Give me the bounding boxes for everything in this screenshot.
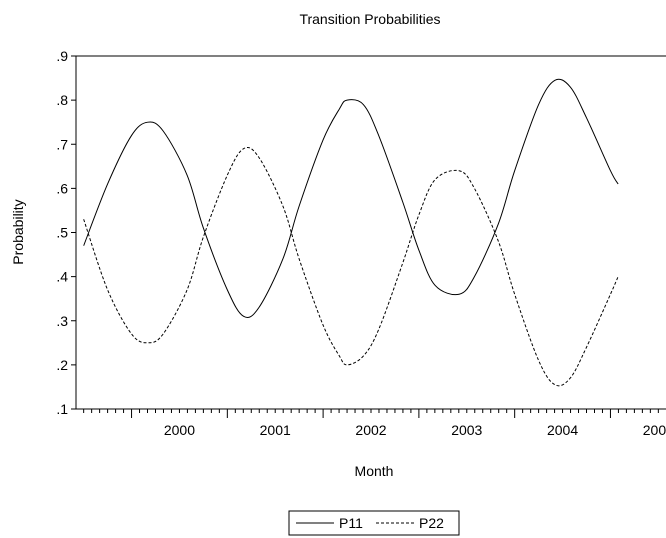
- chart-title: Transition Probabilities: [299, 11, 440, 27]
- y-tick-label: .3: [56, 313, 68, 329]
- legend-label-p22: P22: [419, 515, 444, 531]
- y-tick-label: .6: [56, 180, 68, 196]
- x-tick-label: 2004: [547, 422, 578, 438]
- y-tick-label: .1: [56, 401, 68, 417]
- x-tick-label: 2005: [643, 422, 666, 438]
- series-layer: [83, 78, 619, 387]
- x-tick-label: 2002: [355, 422, 386, 438]
- x-tick-label: 2000: [164, 422, 195, 438]
- series-line-p22: [83, 146, 619, 387]
- y-tick-label: .9: [56, 48, 68, 64]
- y-tick-label: .4: [56, 269, 68, 285]
- x-tick-label: 2001: [260, 422, 291, 438]
- legend-label-p11: P11: [339, 515, 363, 531]
- y-tick-label: .5: [56, 225, 68, 241]
- x-tick-label: 2003: [451, 422, 482, 438]
- y-tick-label: .7: [56, 136, 68, 152]
- y-tick-label: .2: [56, 357, 68, 373]
- legend: P11 P22: [288, 510, 460, 536]
- x-axis-label: Month: [355, 463, 394, 479]
- series-line-p11: [83, 78, 619, 319]
- y-tick-label: .8: [56, 92, 68, 108]
- y-axis-label: Probability: [10, 199, 26, 264]
- axes: .1 .2 .3 .4 .5 .6 .7 .8 .9 2000 2001 2002 2003 2004 20…: [56, 48, 666, 438]
